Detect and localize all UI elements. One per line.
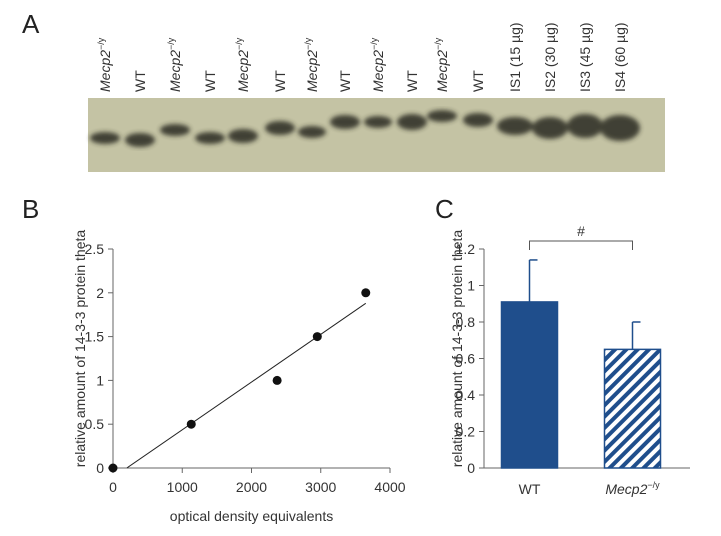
lane-label: Mecp2−/y xyxy=(96,37,113,92)
lane-label: Mecp2−/y xyxy=(369,37,386,92)
lane-label-text: WT xyxy=(272,70,288,92)
lane-label-text: WT xyxy=(404,70,420,92)
lane-label-text: WT xyxy=(337,70,353,92)
lane-label-text: Mecp2 xyxy=(235,50,251,92)
lane-label: Mecp2−/y xyxy=(234,37,251,92)
y-tick-label: 0.6 xyxy=(456,351,476,367)
point xyxy=(108,463,118,473)
lane-label: IS4 (60 µg) xyxy=(612,22,628,92)
lane-label: WT xyxy=(404,70,420,92)
y-tick-label: 0 xyxy=(467,460,475,476)
blot-image xyxy=(88,98,665,172)
y-tick-label: 0.8 xyxy=(456,314,476,330)
lane-label-sup: −/y xyxy=(96,37,106,50)
lane-label-sup: −/y xyxy=(369,37,379,50)
lane-label-text: Mecp2 xyxy=(167,50,183,92)
y-tick-label: 1.5 xyxy=(85,329,105,345)
lane-label-text: WT xyxy=(202,70,218,92)
lane-label: IS2 (30 µg) xyxy=(542,22,558,92)
y-tick-label: 2 xyxy=(96,285,104,301)
y-axis-label: relative amount of 14-3-3 protein theta xyxy=(449,230,465,468)
lane-label-text: IS2 (30 µg) xyxy=(542,22,558,92)
lane-label-text: Mecp2 xyxy=(97,50,113,92)
lane-label-sup: −/y xyxy=(433,37,443,50)
lane-label-text: Mecp2 xyxy=(434,50,450,92)
point xyxy=(361,288,371,298)
y-tick-label: 2.5 xyxy=(85,241,105,257)
lane-label-sup: −/y xyxy=(166,37,176,50)
x-tick-label-sup: −/y xyxy=(647,480,660,490)
x-tick-label: 3000 xyxy=(305,479,336,495)
lane-label: WT xyxy=(272,70,288,92)
x-tick-label-text: WT xyxy=(519,481,541,497)
point xyxy=(272,375,282,385)
panel-label: B xyxy=(22,194,39,224)
x-tick-label: 4000 xyxy=(374,479,405,495)
lane-label-text: Mecp2 xyxy=(370,50,386,92)
lane-label-sup: −/y xyxy=(303,37,313,50)
y-tick-label: 1 xyxy=(467,278,475,294)
y-tick-label: 0.5 xyxy=(85,416,105,432)
x-tick-label: Mecp2−/y xyxy=(605,480,660,497)
point xyxy=(312,332,322,342)
y-axis-label: relative amount of 14-3-3 protein theta xyxy=(72,230,88,468)
y-tick-label: 1 xyxy=(96,372,104,388)
lane-label: WT xyxy=(337,70,353,92)
lane-label-text: WT xyxy=(132,70,148,92)
lane-label-text: IS3 (45 µg) xyxy=(577,22,593,92)
lane-label-text: IS1 (15 µg) xyxy=(507,22,523,92)
y-tick-label: 0.4 xyxy=(456,387,476,403)
x-axis-label: optical density equivalents xyxy=(170,508,333,524)
lane-label: Mecp2−/y xyxy=(303,37,320,92)
lane-label-text: IS4 (60 µg) xyxy=(612,22,628,92)
significance-bracket xyxy=(529,240,633,250)
panel-label: C xyxy=(435,194,454,224)
lane-label: IS3 (45 µg) xyxy=(577,22,593,92)
lane-label-text: WT xyxy=(470,70,486,92)
x-tick-label: 2000 xyxy=(236,479,267,495)
y-tick-label: 0 xyxy=(96,460,104,476)
y-tick-label: 0.2 xyxy=(456,424,476,440)
annotation: # xyxy=(577,223,585,239)
lane-label-sup: −/y xyxy=(234,37,244,50)
lane-label: Mecp2−/y xyxy=(166,37,183,92)
x-tick-label: 0 xyxy=(109,479,117,495)
point xyxy=(186,419,196,429)
bar xyxy=(500,301,559,469)
x-tick-label: WT xyxy=(519,481,541,497)
lane-label: Mecp2−/y xyxy=(433,37,450,92)
trendline xyxy=(126,302,367,469)
lane-label: WT xyxy=(132,70,148,92)
panel-label: A xyxy=(22,9,40,39)
x-tick-label: 1000 xyxy=(167,479,198,495)
lane-label-text: Mecp2 xyxy=(304,50,320,92)
bar xyxy=(603,348,662,469)
lane-label: IS1 (15 µg) xyxy=(507,22,523,92)
lane-label: WT xyxy=(470,70,486,92)
x-tick-label-text: Mecp2 xyxy=(605,481,647,497)
y-tick-label: 1.2 xyxy=(456,241,476,257)
lane-label: WT xyxy=(202,70,218,92)
